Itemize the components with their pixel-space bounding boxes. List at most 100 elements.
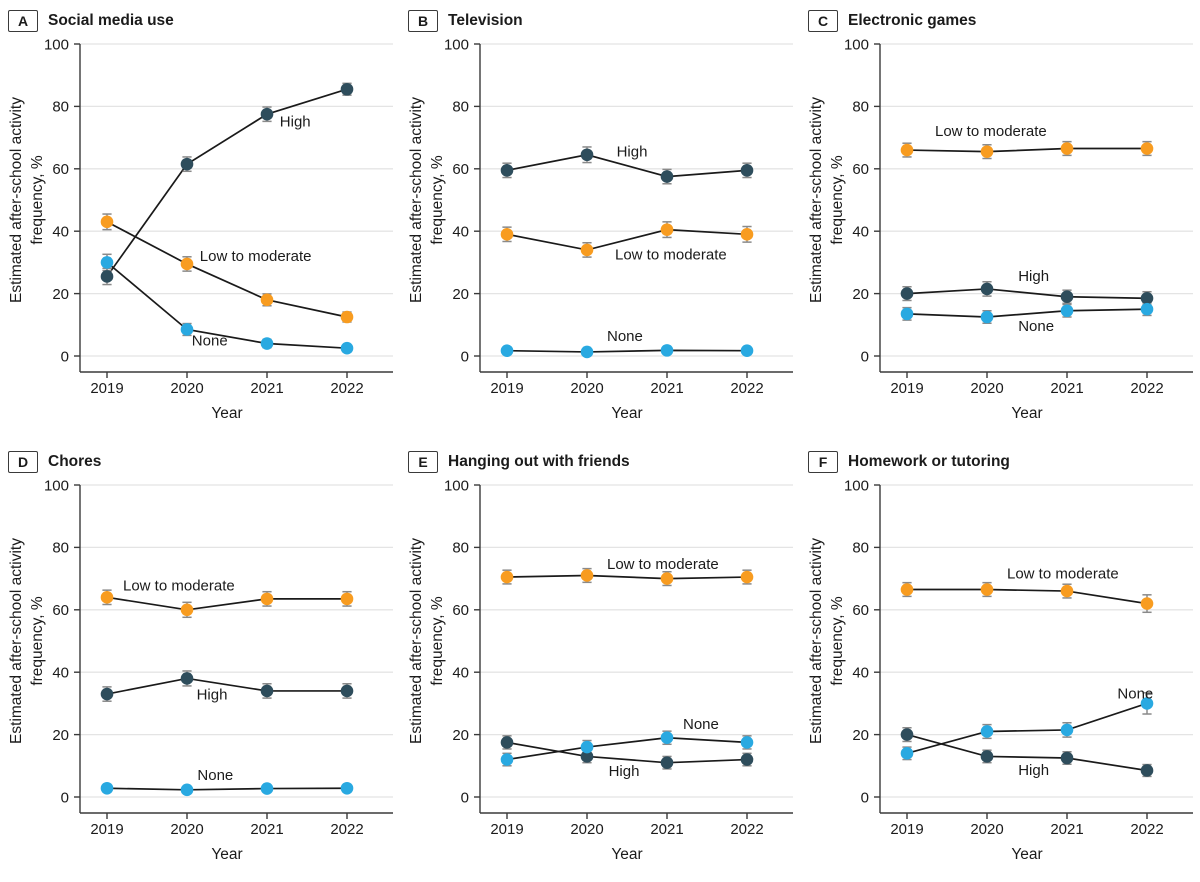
y-tick-label: 80	[852, 540, 869, 557]
panel-letter-badge: F	[808, 451, 838, 473]
series-line-low-to-moderate	[506, 574, 748, 580]
panel-chores: D Chores 0 20 40 60 80 100 2019 2020 2021 2022 Yea…	[0, 441, 400, 882]
y-tick-label: 0	[861, 348, 869, 365]
data-point-high-2020	[580, 148, 594, 162]
x-tick-label: 2020	[970, 821, 1003, 838]
data-point-high-2020	[180, 157, 194, 171]
data-point-none-2019	[500, 344, 514, 357]
y-tick-label: 80	[52, 540, 69, 557]
data-point-none-2021	[1060, 723, 1074, 737]
series-line-low-to-moderate	[906, 147, 1147, 153]
y-tick-label: 100	[44, 36, 69, 53]
y-tick-label: 80	[452, 99, 469, 116]
panel-header: E Hanging out with friends	[408, 451, 630, 473]
panel-letter-badge: E	[408, 451, 438, 473]
data-point-low-to-moderate-2020	[180, 603, 194, 617]
x-tick-label: 2021	[250, 380, 283, 397]
data-point-high-2021	[1060, 290, 1074, 304]
series-label-none: None	[197, 767, 233, 784]
panel-homework-or-tutoring: F Homework or tutoring 0 20 40 60 80 100 2019 2…	[800, 441, 1200, 882]
y-tick-label: 100	[444, 36, 469, 53]
series-label-low-to-moderate: Low to moderate	[615, 246, 727, 263]
y-axis-title: Estimated after-school activity	[808, 538, 825, 744]
series-label-low-to-moderate: Low to moderate	[1007, 566, 1119, 583]
x-axis-title: Year	[1011, 846, 1042, 863]
data-point-none-2020	[580, 740, 594, 754]
data-point-none-2020	[980, 310, 994, 324]
data-point-none-2021	[260, 337, 274, 350]
data-point-high-2019	[900, 728, 914, 741]
series-label-none: None	[607, 328, 643, 345]
y-tick-label: 20	[852, 727, 869, 744]
y-tick-label: 80	[452, 540, 469, 557]
y-axis-title: frequency, %	[29, 596, 46, 686]
data-point-high-2019	[500, 164, 514, 177]
y-tick-label: 40	[852, 664, 869, 681]
series-line-none	[906, 702, 1148, 755]
series-label-none: None	[192, 332, 228, 349]
data-point-none-2022	[1140, 302, 1154, 316]
panel-title: Television	[448, 12, 523, 29]
data-point-high-2021	[1060, 751, 1074, 765]
panel-title: Social media use	[48, 12, 174, 29]
y-tick-label: 20	[452, 286, 469, 303]
data-point-low-to-moderate-2022	[1140, 597, 1154, 610]
series-line-none	[106, 261, 348, 350]
data-point-low-to-moderate-2019	[500, 228, 514, 241]
series-line-none	[506, 736, 748, 761]
data-point-none-2021	[660, 731, 674, 745]
data-point-low-to-moderate-2019	[100, 591, 114, 604]
data-point-high-2022	[340, 82, 354, 96]
series-line-none	[906, 308, 1148, 318]
x-tick-label: 2021	[250, 821, 283, 838]
series-label-none: None	[1117, 686, 1153, 703]
x-axis-title: Year	[611, 846, 642, 863]
y-tick-label: 60	[452, 161, 469, 178]
data-point-low-to-moderate-2020	[580, 569, 594, 582]
series-label-high: High	[280, 114, 311, 131]
panel-header: D Chores	[8, 451, 101, 473]
series-line-low-to-moderate	[907, 588, 1148, 605]
y-axis-title: frequency, %	[429, 596, 446, 686]
y-tick-label: 0	[61, 348, 69, 365]
data-point-high-2021	[660, 170, 674, 183]
y-tick-label: 100	[844, 36, 869, 53]
chart-hanging-out-with-friends: 0 20 40 60 80 100 2019 2020 2021 2022 Year Estimate…	[408, 477, 793, 863]
data-point-none-2021	[1060, 304, 1074, 318]
y-tick-label: 20	[452, 727, 469, 744]
x-tick-label: 2022	[730, 821, 763, 838]
data-point-low-to-moderate-2022	[1140, 142, 1154, 155]
x-tick-label: 2019	[490, 380, 523, 397]
chart-homework-or-tutoring: 0 20 40 60 80 100 2019 2020 2021 2022 Year Estimate…	[808, 477, 1193, 863]
series-label-low-to-moderate: Low to moderate	[607, 556, 719, 573]
y-axis-title: frequency, %	[829, 596, 846, 686]
y-tick-label: 100	[44, 477, 69, 494]
y-tick-label: 0	[461, 789, 469, 806]
data-point-low-to-moderate-2021	[660, 223, 674, 236]
data-point-none-2022	[340, 781, 354, 795]
data-point-none-2022	[340, 341, 354, 355]
data-point-low-to-moderate-2021	[660, 572, 674, 585]
data-point-high-2020	[180, 672, 194, 685]
y-axis-title: frequency, %	[829, 155, 846, 245]
x-tick-label: 2021	[1050, 380, 1083, 397]
panel-letter-badge: B	[408, 10, 438, 32]
panel-header: C Electronic games	[808, 10, 976, 32]
y-axis-title: Estimated after-school activity	[408, 538, 425, 744]
y-tick-label: 20	[852, 286, 869, 303]
y-tick-label: 100	[444, 477, 469, 494]
data-point-high-2019	[100, 687, 114, 701]
panel-title: Chores	[48, 453, 102, 470]
data-point-low-to-moderate-2019	[100, 215, 114, 229]
series-label-high: High	[1018, 268, 1049, 285]
data-point-none-2022	[740, 736, 754, 749]
series-label-high: High	[197, 686, 228, 703]
panel-letter-badge: C	[808, 10, 838, 32]
data-point-high-2019	[900, 287, 914, 300]
series-line-low-to-moderate	[106, 596, 347, 611]
data-point-low-to-moderate-2020	[980, 583, 994, 596]
data-point-high-2019	[100, 270, 114, 283]
panel-letter-badge: D	[8, 451, 38, 473]
panel-header: A Social media use	[8, 10, 174, 32]
panel-television: B Television 0 20 40 60 80 100 2019 2020 2021 202…	[400, 0, 800, 441]
